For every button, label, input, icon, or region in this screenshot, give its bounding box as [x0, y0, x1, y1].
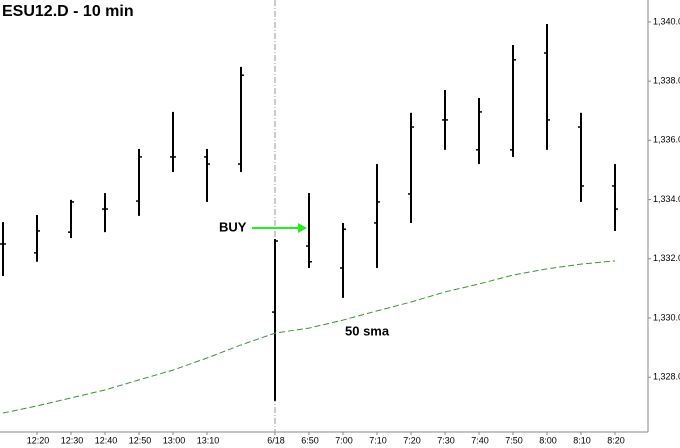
y-tick-label: 1,334.00: [653, 194, 680, 204]
x-tick-label: 13:00: [163, 435, 186, 445]
y-tick-label: 1,330.00: [653, 312, 680, 322]
x-tick-label: 7:50: [505, 435, 523, 445]
x-tick-label: 6/18: [267, 435, 285, 445]
sma-line: [2, 260, 616, 414]
x-tick-label: 12:40: [95, 435, 118, 445]
y-tick-label: 1,332.00: [653, 253, 680, 263]
x-tick-label: 7:00: [335, 435, 353, 445]
x-tick-label: 7:20: [403, 435, 421, 445]
x-tick-label: 12:30: [61, 435, 84, 445]
x-tick-label: 6:50: [301, 435, 319, 445]
buy-arrowhead: [298, 223, 307, 234]
y-tick-label: 1,328.00: [653, 372, 680, 382]
y-tick-label: 1,340.00: [653, 16, 680, 26]
y-tick-label: 1,336.00: [653, 135, 680, 145]
x-tick-label: 7:30: [437, 435, 455, 445]
y-tick-label: 1,338.00: [653, 76, 680, 86]
x-tick-label: 7:40: [471, 435, 489, 445]
chart-title: ESU12.D - 10 min: [2, 3, 134, 20]
x-tick-label: 8:10: [573, 435, 591, 445]
x-tick-label: 8:20: [607, 435, 625, 445]
x-tick-label: 7:10: [369, 435, 387, 445]
x-tick-label: 8:00: [539, 435, 557, 445]
x-tick-label: 13:10: [197, 435, 220, 445]
sma-label: 50 sma: [345, 324, 390, 339]
x-tick-label: 12:20: [27, 435, 50, 445]
x-tick-label: 12:50: [129, 435, 152, 445]
buy-label: BUY: [219, 219, 247, 234]
